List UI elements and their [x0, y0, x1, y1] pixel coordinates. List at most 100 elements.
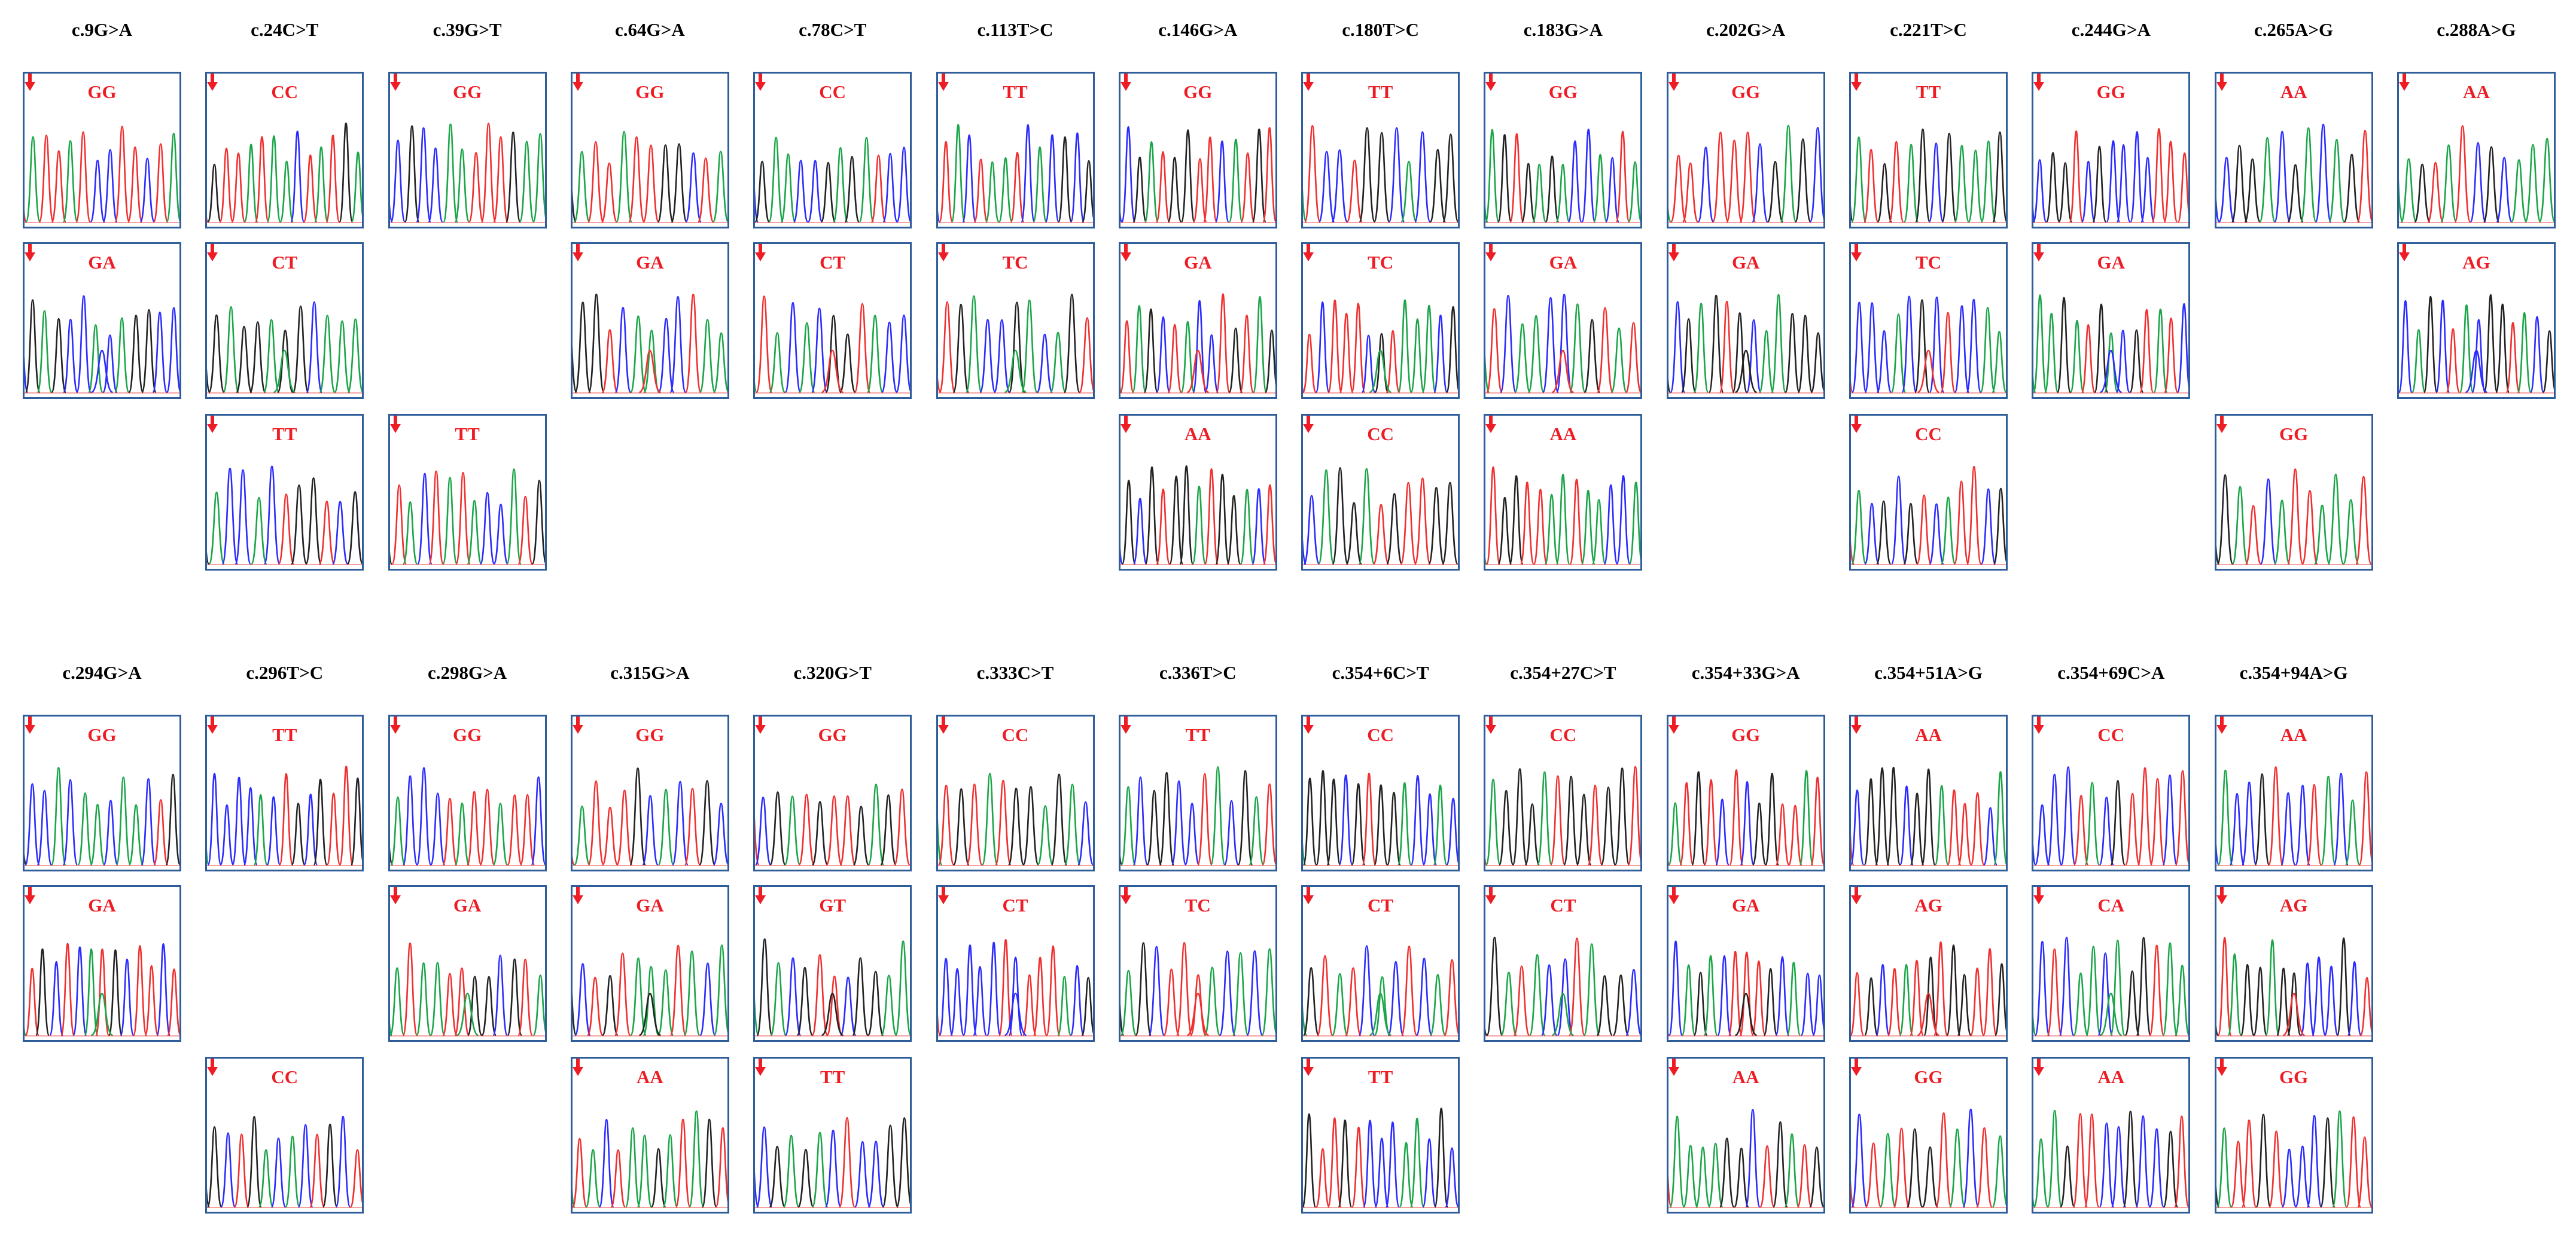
chromatogram-trace — [1851, 941, 2006, 1036]
chromatogram-trace — [1851, 465, 2006, 565]
genotype-label: CC — [1915, 423, 1942, 444]
genotype-label: CC — [271, 81, 299, 102]
chromatogram-panel: AA — [1118, 414, 1277, 571]
genotype-label: AA — [1915, 724, 1942, 745]
arrow-down-icon — [1668, 244, 1679, 261]
variant-title: c.333C>T — [976, 662, 1054, 683]
genotype-label: CC — [1549, 724, 1577, 745]
genotype-label: GA — [1731, 252, 1760, 273]
chromatogram-trace — [1303, 467, 1458, 565]
chromatogram-panel: AG — [2397, 242, 2556, 399]
genotype-label: TT — [272, 423, 297, 444]
chromatogram-panel: CC — [936, 715, 1095, 871]
chromatogram-panel: GG — [1118, 72, 1277, 228]
genotype-label: GG — [1914, 1066, 1943, 1087]
variant-title: c.320G>T — [793, 662, 872, 683]
arrow-down-icon — [1851, 74, 1862, 91]
chromatogram-panel: AA — [2214, 715, 2373, 871]
arrow-down-icon — [389, 416, 401, 433]
chromatogram-panel: CA — [2032, 885, 2191, 1042]
chromatogram-trace — [2216, 766, 2371, 866]
arrow-down-icon — [1120, 416, 1131, 433]
chromatogram-trace — [207, 1115, 363, 1208]
variant-title: c.354+69C>A — [2057, 662, 2165, 683]
genotype-label: GA — [2097, 252, 2126, 273]
chromatogram-trace — [389, 468, 545, 565]
chromatogram-trace — [1668, 769, 1823, 866]
chromatogram-panel: AG — [2214, 885, 2373, 1042]
chromatogram-panel: TC — [1849, 242, 2008, 399]
chromatogram-panel: CT — [1301, 885, 1460, 1042]
genotype-label: GA — [1184, 252, 1212, 273]
chromatogram-trace — [1485, 129, 1641, 223]
chromatogram-trace — [1303, 1107, 1458, 1208]
genotype-label: TC — [1185, 895, 1211, 916]
chromatogram-trace — [389, 123, 545, 223]
genotype-label: CT — [272, 252, 298, 273]
chromatogram-trace — [572, 293, 727, 394]
arrow-down-icon — [389, 74, 401, 91]
chromatogram-trace — [2398, 294, 2554, 394]
genotype-label: TC — [1368, 252, 1394, 273]
genotype-label: GG — [452, 724, 482, 745]
genotype-label: TT — [1916, 81, 1941, 102]
genotype-label: CC — [819, 81, 847, 102]
chromatogram-panel: TC — [1118, 885, 1277, 1042]
genotype-label: GA — [1731, 895, 1760, 916]
genotype-label: TT — [272, 724, 297, 745]
variant-title: c.9G>A — [71, 19, 133, 40]
arrow-down-icon — [2216, 717, 2227, 734]
chromatogram-trace — [207, 465, 363, 565]
chromatogram-panel: GG — [753, 715, 912, 871]
chromatogram-panel: TT — [936, 72, 1095, 228]
chromatogram-trace — [1851, 295, 2006, 394]
genotype-label: GT — [819, 895, 847, 916]
arrow-down-icon — [1303, 416, 1314, 433]
arrow-down-icon — [2216, 1059, 2227, 1076]
chromatogram-trace — [1851, 128, 2006, 223]
arrow-down-icon — [389, 887, 401, 904]
chromatogram-panel: GG — [570, 72, 729, 228]
chromatogram-trace — [572, 1110, 727, 1208]
genotype-label: CA — [2097, 895, 2125, 916]
chromatogram-trace — [1485, 937, 1641, 1036]
chromatogram-panel: AA — [2032, 1057, 2191, 1214]
genotype-label: GG — [635, 724, 665, 745]
chromatogram-panel: GA — [570, 885, 729, 1042]
chromatogram-panel: AA — [1666, 1057, 1825, 1214]
chromatogram-panel: GG — [2214, 414, 2373, 571]
genotype-label: CC — [1001, 724, 1029, 745]
arrow-down-icon — [25, 717, 35, 734]
arrow-down-icon — [755, 74, 766, 91]
arrow-down-icon — [937, 887, 949, 904]
chromatogram-trace — [2216, 937, 2371, 1036]
variant-title: c.39G>T — [433, 19, 502, 40]
arrow-down-icon — [2216, 416, 2227, 433]
arrow-down-icon — [1485, 74, 1497, 91]
arrow-down-icon — [1485, 416, 1497, 433]
chromatogram-panel: AA — [570, 1057, 729, 1214]
chromatogram-trace — [389, 767, 545, 866]
chromatogram-trace — [2216, 123, 2371, 223]
genotype-label: GA — [88, 895, 116, 916]
chromatogram-panel: GG — [1849, 1057, 2008, 1214]
arrow-down-icon — [1668, 717, 1679, 734]
variant-title: c.78C>T — [799, 19, 867, 40]
arrow-down-icon — [1485, 887, 1497, 904]
chromatogram-trace — [755, 295, 911, 394]
variant-title: c.64G>A — [615, 19, 685, 40]
genotype-label: TT — [455, 423, 480, 444]
arrow-down-icon — [389, 717, 401, 734]
variant-title: c.24C>T — [251, 19, 319, 40]
chromatogram-trace — [1668, 124, 1823, 223]
variant-title: c.354+6C>T — [1332, 662, 1429, 683]
arrow-down-icon — [1120, 244, 1131, 261]
arrow-down-icon — [2398, 244, 2410, 261]
genotype-label: AA — [2280, 81, 2307, 102]
chromatogram-trace — [937, 294, 1093, 394]
genotype-label: TT — [1368, 1066, 1393, 1087]
chromatogram-trace — [755, 1117, 911, 1208]
genotype-label: CT — [1550, 895, 1576, 916]
chromatogram-panel: AA — [2214, 72, 2373, 228]
arrow-down-icon — [1851, 416, 1862, 433]
